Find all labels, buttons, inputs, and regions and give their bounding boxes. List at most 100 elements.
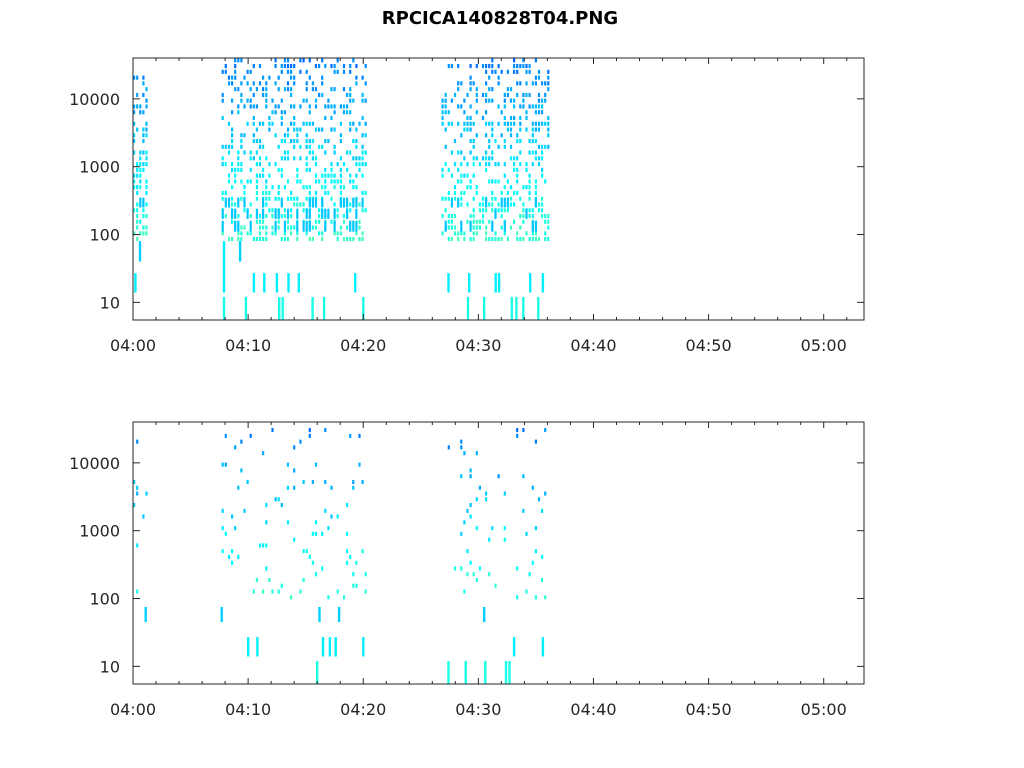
spectrogram-cell	[221, 508, 224, 513]
spectrogram-streak	[263, 273, 266, 293]
spectrogram-cell	[302, 479, 305, 484]
spectrogram-cell	[355, 139, 358, 144]
y-tick-label: 10000	[69, 90, 120, 109]
spectrogram-cell	[544, 98, 547, 103]
spectrogram-cell	[139, 110, 142, 115]
spectrogram-cell	[494, 237, 497, 242]
spectrogram-cell	[299, 589, 302, 594]
spectrogram-cell	[280, 115, 283, 120]
spectrogram-cell	[277, 185, 280, 190]
spectrogram-cell	[506, 127, 509, 132]
spectrogram-cell	[460, 445, 463, 450]
spectrogram-cell	[466, 121, 469, 126]
spectrogram-cell	[145, 127, 148, 132]
spectrogram-cell	[457, 81, 460, 86]
spectrogram-cell	[503, 537, 506, 542]
spectrogram-cell	[525, 92, 528, 97]
spectrogram-cell	[314, 225, 318, 230]
spectrogram-cell	[519, 237, 522, 242]
spectrogram-cell	[544, 595, 547, 600]
spectrogram-cell	[488, 156, 491, 161]
spectrogram-cell	[364, 572, 367, 577]
spectrogram-cell	[237, 237, 240, 242]
spectrogram-cell	[314, 520, 318, 525]
spectrogram-cell	[274, 497, 277, 502]
spectrogram-cell	[519, 127, 522, 132]
spectrogram-streak	[508, 661, 511, 684]
spectrogram-cell	[221, 190, 224, 195]
spectrogram-cell	[280, 173, 283, 178]
spectrogram-cell	[544, 231, 547, 236]
spectrogram-cell	[472, 156, 475, 161]
spectrogram-cell	[544, 491, 547, 496]
spectrogram-cell	[293, 225, 296, 230]
spectrogram-cell	[286, 64, 290, 69]
spectrogram-cell	[469, 185, 472, 190]
spectrogram-cell	[509, 202, 513, 207]
spectrogram-streak	[275, 273, 279, 293]
spectrogram-cell	[237, 167, 240, 172]
spectrogram-cell	[327, 595, 330, 600]
spectrogram-cell	[531, 485, 534, 490]
spectrogram-cell	[481, 196, 485, 201]
spectrogram-cell	[352, 185, 355, 190]
spectrogram-cell	[318, 127, 321, 132]
spectrogram-cell	[327, 526, 330, 531]
spectrogram-cell	[541, 508, 544, 513]
spectrogram-cell	[133, 231, 136, 236]
y-tick-label: 10	[100, 293, 120, 312]
spectrogram-cell	[133, 173, 136, 178]
spectrogram-cell	[339, 197, 342, 208]
spectrogram-cell	[249, 202, 252, 207]
spectrogram-cell	[221, 462, 224, 467]
spectrogram-cell	[349, 127, 352, 132]
spectrogram-cell	[447, 167, 450, 172]
spectrogram-cell	[268, 196, 271, 201]
spectrogram-cell	[525, 185, 528, 190]
spectrogram-cell	[364, 64, 367, 69]
spectrogram-cell	[466, 202, 469, 207]
spectrogram-cell	[283, 87, 286, 92]
spectrogram-cell	[531, 220, 534, 232]
spectrogram-cell	[349, 150, 352, 155]
spectrogram-cell	[491, 190, 494, 195]
spectrogram-cell	[330, 173, 333, 178]
spectrogram-streak	[222, 297, 226, 320]
spectrogram-cell	[534, 150, 537, 155]
spectrogram-cell	[262, 167, 265, 172]
spectrogram-cell	[333, 150, 336, 155]
spectrogram-cell	[268, 578, 271, 583]
spectrogram-cell	[293, 121, 296, 126]
spectrogram-cell	[352, 572, 355, 577]
spectrogram-cell	[346, 549, 349, 554]
spectrogram-cell	[519, 225, 522, 230]
spectrogram-cell	[268, 208, 271, 213]
spectrogram-cell	[234, 58, 237, 63]
spectrogram-cell	[460, 196, 463, 201]
spectrogram-cell	[296, 173, 299, 178]
spectrogram-cell	[460, 220, 463, 232]
spectrogram-cell	[299, 104, 302, 109]
spectrogram-cell	[221, 208, 224, 219]
spectrogram-cell	[500, 133, 503, 138]
spectrogram-streak	[529, 273, 532, 293]
spectrogram-cell	[271, 110, 274, 115]
spectrogram-cell	[324, 173, 327, 178]
spectrogram-streak	[318, 607, 321, 623]
spectrogram-cell	[469, 560, 472, 565]
spectrogram-cell	[516, 231, 519, 236]
spectrogram-cell	[358, 225, 361, 230]
spectrogram-cell	[249, 150, 252, 155]
spectrogram-cell	[255, 162, 258, 167]
spectrogram-cell	[139, 197, 142, 208]
spectrogram-cell	[324, 104, 327, 109]
spectrogram-cell	[258, 139, 262, 144]
spectrogram-cell	[237, 150, 240, 155]
spectrogram-streak	[252, 273, 256, 293]
spectrogram-cell	[234, 173, 237, 178]
spectrogram-cell	[361, 133, 364, 138]
spectrogram-cell	[258, 64, 262, 69]
spectrogram-streak	[247, 637, 250, 657]
spectrogram-cell	[478, 225, 481, 230]
spectrogram-cell	[231, 237, 234, 242]
